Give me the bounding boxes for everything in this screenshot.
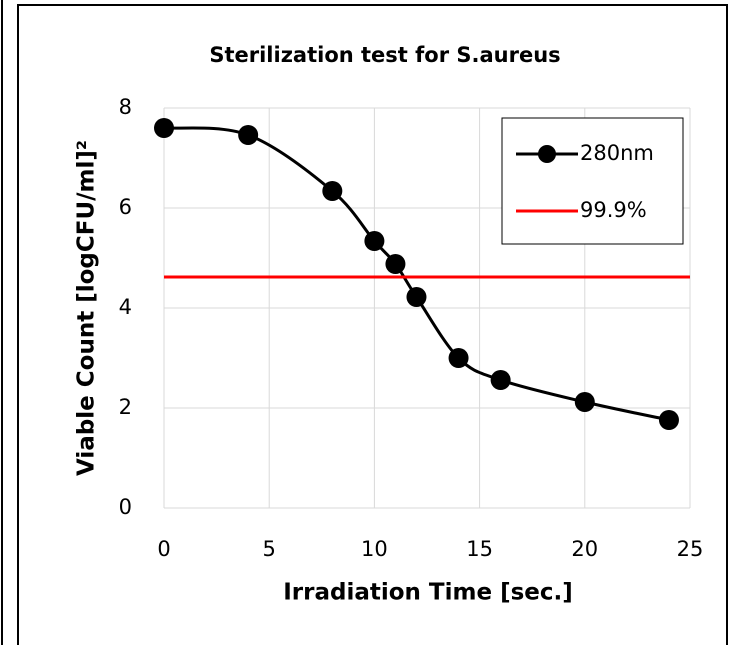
y-tick-label: 2 — [119, 395, 132, 419]
x-tick-label: 5 — [263, 537, 276, 561]
x-tick-label: 10 — [361, 537, 388, 561]
data-point — [574, 392, 595, 412]
legend-marker — [538, 145, 556, 163]
y-axis-label: Viable Count [logCFU/ml]² — [74, 140, 100, 476]
x-axis-label: Irradiation Time [sec.] — [283, 580, 573, 606]
legend-box — [501, 117, 684, 245]
x-tick-label: 0 — [157, 537, 170, 561]
x-tick-label: 15 — [466, 537, 493, 561]
data-point — [154, 118, 174, 138]
chart-title: Sterilization test for S.aureus — [209, 43, 560, 67]
y-tick-label: 0 — [119, 495, 132, 519]
y-tick-label: 6 — [119, 195, 132, 219]
legend-label: 280nm — [580, 141, 654, 165]
y-tick-label: 4 — [119, 295, 132, 319]
legend-label: 99.9% — [580, 198, 647, 222]
data-point — [448, 348, 469, 368]
data-point — [322, 181, 343, 201]
x-tick-label: 25 — [677, 537, 704, 561]
data-point — [406, 287, 427, 307]
data-point — [364, 231, 385, 251]
x-tick-label: 20 — [571, 537, 598, 561]
y-tick-label: 8 — [119, 95, 132, 119]
data-point — [658, 410, 679, 430]
chart-border — [17, 4, 728, 645]
data-point — [385, 254, 406, 274]
data-point — [490, 370, 511, 390]
data-point — [238, 125, 259, 145]
